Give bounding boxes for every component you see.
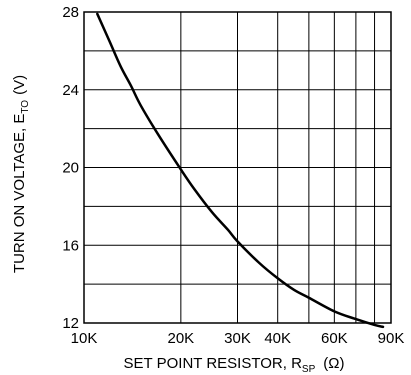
grid bbox=[83, 11, 392, 324]
y-tick-label: 12 bbox=[62, 315, 79, 332]
series-line bbox=[96, 12, 385, 329]
y-tick-labels: 28 24 20 16 12 bbox=[62, 4, 79, 332]
y-axis-title-unit: (V) bbox=[11, 75, 28, 95]
x-tick-label: 20K bbox=[167, 330, 194, 347]
y-tick-label: 24 bbox=[62, 82, 79, 99]
x-axis-title-unit: (Ω) bbox=[323, 355, 344, 372]
y-axis-title: TURN ON VOLTAGE, ETO (V) bbox=[11, 75, 31, 273]
y-tick-label: 28 bbox=[62, 4, 79, 21]
x-tick-label: 60K bbox=[321, 330, 348, 347]
y-tick-label: 20 bbox=[62, 160, 79, 177]
y-axis-title-main: TURN ON VOLTAGE, E bbox=[11, 114, 28, 273]
y-axis-title-subscript: TO bbox=[20, 100, 31, 114]
x-tick-label: 30K bbox=[224, 330, 251, 347]
y-tick-label: 16 bbox=[62, 237, 79, 254]
x-tick-label: 90K bbox=[378, 330, 405, 347]
x-axis-title-subscript: SP bbox=[302, 364, 316, 375]
x-axis-title: SET POINT RESISTOR, RSP (Ω) bbox=[124, 355, 345, 375]
x-tick-label: 40K bbox=[264, 330, 291, 347]
x-tick-labels: 10K 20K 30K 40K 60K 90K bbox=[71, 330, 405, 347]
x-axis-title-main: SET POINT RESISTOR, R bbox=[124, 355, 303, 372]
plot-frame bbox=[83, 11, 392, 324]
x-tick-label: 10K bbox=[71, 330, 98, 347]
